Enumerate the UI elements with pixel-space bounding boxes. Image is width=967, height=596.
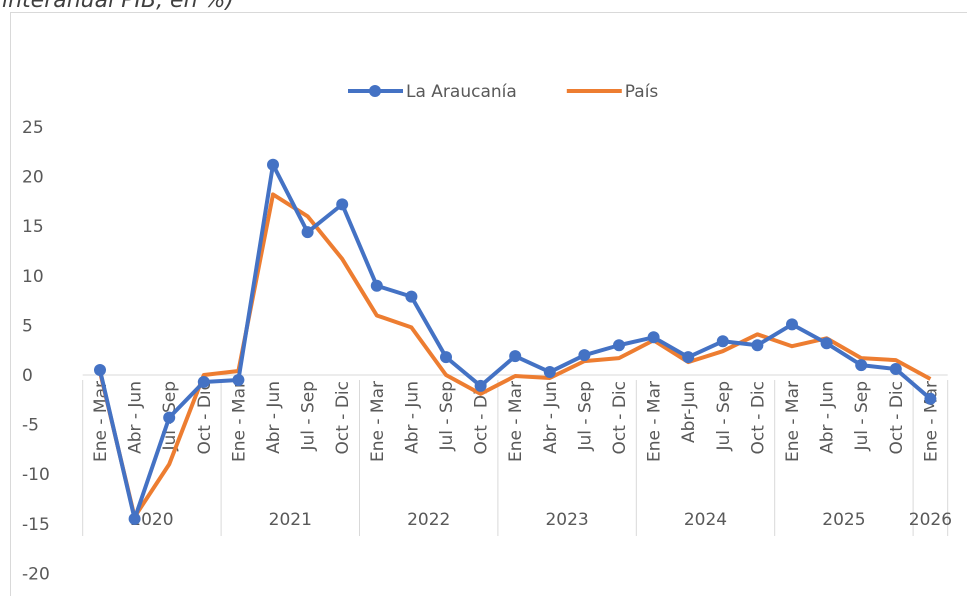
x-tick-label: Jul - Sep xyxy=(852,381,872,452)
x-tick-label: Abr - Jun xyxy=(541,381,561,454)
series-marker xyxy=(267,158,279,171)
group-label: 2025 xyxy=(822,510,865,530)
x-tick-label: Abr - Jun xyxy=(818,381,838,454)
x-tick-label: Oct - Dic xyxy=(195,381,215,455)
x-tick-label: Oct - Dic xyxy=(610,381,630,455)
series-marker xyxy=(682,351,695,364)
legend-marker xyxy=(369,85,381,97)
series-marker xyxy=(128,512,141,525)
group-label: 2022 xyxy=(407,510,450,530)
series-marker xyxy=(924,392,937,405)
x-tick-label: Ene - Mar xyxy=(368,381,388,462)
x-tick-label: Ene - Mar xyxy=(645,381,665,462)
y-tick-label: 25 xyxy=(22,118,44,138)
series-marker xyxy=(336,198,349,211)
y-tick-label: 15 xyxy=(22,217,44,237)
series-marker xyxy=(889,363,902,376)
x-tick-label: Ene - Mar xyxy=(91,381,111,462)
series-marker xyxy=(820,337,833,350)
x-tick-label: Jul - Sep xyxy=(299,381,319,452)
series-marker xyxy=(405,290,418,303)
x-tick-label: Ene - Mar xyxy=(783,381,803,462)
x-tick-label: Jul - Sep xyxy=(575,381,595,452)
y-tick-label: -15 xyxy=(22,515,50,535)
series-marker xyxy=(163,411,176,424)
legend-label: País xyxy=(625,82,659,102)
group-label: 2026 xyxy=(909,510,952,530)
y-tick-label: 10 xyxy=(22,267,44,287)
x-tick-label: Oct - Dic xyxy=(748,381,768,455)
series-marker xyxy=(440,351,452,364)
group-label: 2023 xyxy=(545,510,588,530)
y-tick-label: 5 xyxy=(22,316,33,336)
y-tick-label: -5 xyxy=(22,416,39,436)
x-tick-label: Jul - Sep xyxy=(714,381,734,452)
series-marker xyxy=(751,339,764,352)
y-tick-label: -10 xyxy=(22,465,50,485)
y-tick-label: -20 xyxy=(22,564,50,584)
series-marker xyxy=(301,226,314,239)
series-marker xyxy=(509,350,522,363)
y-tick-label: 20 xyxy=(22,168,44,188)
x-tick-label: Ene - Mar xyxy=(229,381,249,462)
x-tick-label: Abr - Jun xyxy=(264,381,284,454)
series-marker xyxy=(716,335,729,348)
series-marker xyxy=(855,359,868,372)
x-tick-label: Abr - Jun xyxy=(402,381,422,454)
group-label: 2021 xyxy=(269,510,312,530)
series-marker xyxy=(232,373,245,386)
legend-label: La Araucanía xyxy=(406,82,517,102)
series-marker xyxy=(647,331,660,344)
x-tick-label: Jul - Sep xyxy=(437,381,457,452)
x-tick-label: Ene - Mar xyxy=(506,381,526,462)
group-label: 2020 xyxy=(130,510,173,530)
x-tick-label: Oct - Dic xyxy=(472,381,492,455)
series-marker xyxy=(197,375,210,388)
series-marker xyxy=(94,364,106,377)
series-marker xyxy=(613,339,625,352)
series-marker xyxy=(786,318,798,331)
series-marker xyxy=(474,379,487,392)
group-label: 2024 xyxy=(684,510,727,530)
x-tick-label: Abr-Jun xyxy=(679,381,699,443)
chart-border xyxy=(10,12,967,596)
x-tick-label: Abr - Jun xyxy=(126,381,146,454)
y-tick-label: 0 xyxy=(22,366,33,386)
chart-title: interanual PIB, en %) xyxy=(2,0,234,13)
series-marker xyxy=(578,349,591,362)
x-tick-label: Oct - Dic xyxy=(887,381,907,455)
series-marker xyxy=(370,279,383,292)
x-tick-label: Oct - Dic xyxy=(333,381,353,455)
series-marker xyxy=(543,366,556,379)
